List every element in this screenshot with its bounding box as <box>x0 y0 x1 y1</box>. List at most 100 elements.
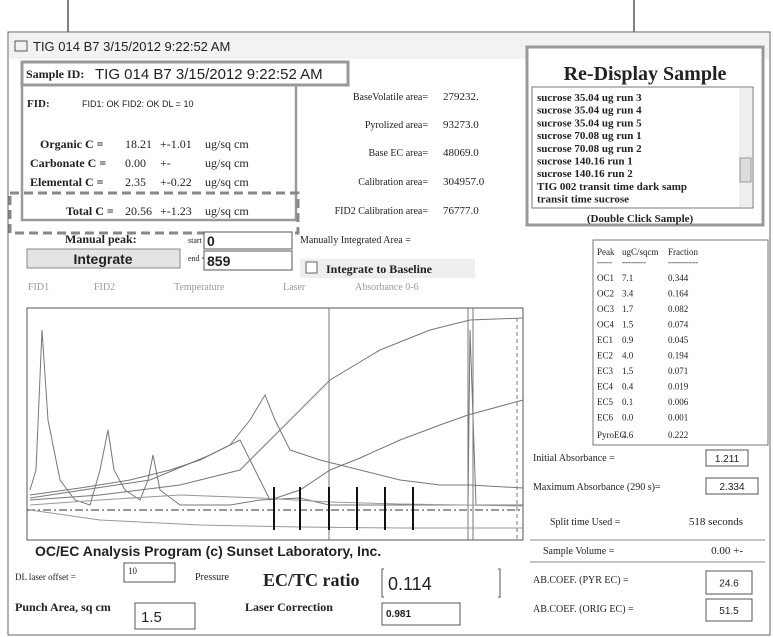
sample-item[interactable]: sucrose 70.08 ug run 2 <box>537 143 642 155</box>
carbon-label: Organic C = <box>40 137 104 151</box>
area-value: 48069.0 <box>443 147 479 159</box>
table-cell: 0.071 <box>668 366 688 376</box>
table-cell: 4.6 <box>622 430 634 440</box>
punch-input[interactable] <box>134 602 196 630</box>
readout-value: 0.00 +- <box>711 545 743 557</box>
table-cell: 0.222 <box>668 430 688 440</box>
trace-legend: Temperature <box>174 282 225 293</box>
ratio-value: 0.114 <box>388 574 432 594</box>
table-cell: 0.0 <box>622 413 634 423</box>
list-hint: (Double Click Sample) <box>587 213 694 225</box>
carbon-error: +- <box>160 156 171 170</box>
readout-box <box>705 598 753 622</box>
manual-area-label: Manually Integrated Area = <box>300 235 411 246</box>
carbon-label: Carbonate C = <box>30 156 106 170</box>
program-credit: OC/EC Analysis Program (c) Sunset Labora… <box>35 543 381 559</box>
area-label: Pyrolized area= <box>365 120 428 131</box>
table-cell: EC2 <box>597 351 613 361</box>
trace-legend: Laser <box>283 282 306 293</box>
carbon-value: 2.35 <box>125 175 146 189</box>
sample-item[interactable]: TIG 002 transit time dark samp <box>537 181 687 193</box>
punch-label: Punch Area, sq cm <box>15 600 111 614</box>
table-cell: 0.074 <box>668 320 689 330</box>
table-cell: 1.5 <box>622 366 634 376</box>
table-cell: EC4 <box>597 382 614 392</box>
carbon-label: Total C = <box>66 204 114 218</box>
laser-value: 0.981 <box>386 609 411 620</box>
trace-legend: FID1 <box>28 282 49 293</box>
scroll-thumb[interactable] <box>739 157 752 183</box>
table-cell: EC6 <box>597 413 614 423</box>
carbon-error: +-0.22 <box>160 175 192 189</box>
area-label: FID2 Calibration area= <box>335 206 429 217</box>
readout-label: Sample Volume = <box>543 546 615 557</box>
readout-value: 51.5 <box>719 606 739 617</box>
start-input[interactable] <box>203 231 293 250</box>
dl-input[interactable] <box>123 562 176 583</box>
table-cell: 4.0 <box>622 351 634 361</box>
table-cell: PyroEC <box>597 430 626 440</box>
sample-item[interactable]: sucrose 70.08 ug run 1 <box>537 130 642 142</box>
ratio-brackets <box>381 568 501 598</box>
window-icon <box>14 40 28 52</box>
baseline-checkbox[interactable] <box>305 261 318 274</box>
area-value: 93273.0 <box>443 119 479 131</box>
table-cell: 0.1 <box>622 397 633 407</box>
carbon-box <box>20 83 298 222</box>
table-cell: OC4 <box>597 320 615 330</box>
scrollbar[interactable] <box>739 88 752 207</box>
carbon-unit: ug/sq cm <box>205 156 249 170</box>
readout-value: 2.334 <box>719 482 744 493</box>
integrate-button[interactable] <box>26 248 181 269</box>
table-cell: ---------- <box>668 257 698 267</box>
trace-legend: Absorbance 0-6 <box>355 282 419 293</box>
sample-list[interactable] <box>531 86 754 209</box>
punch-value: 1.5 <box>141 609 162 626</box>
readout-label: Maximum Absorbance (290 s)= <box>533 482 661 493</box>
readout-label: AB.COEF. (ORIG EC) = <box>533 604 634 615</box>
trace-legend: FID2 <box>94 282 115 293</box>
readout-box <box>705 449 749 467</box>
laser-input[interactable] <box>381 602 461 626</box>
table-cell: 0.344 <box>668 273 689 283</box>
peak-table <box>592 239 769 446</box>
sample-item[interactable]: transit time sucrose <box>537 194 629 206</box>
manual-peak-label: Manual peak: <box>65 232 137 246</box>
table-cell: 7.1 <box>622 273 633 283</box>
table-cell: OC2 <box>597 289 614 299</box>
area-value: 304957.0 <box>443 176 485 188</box>
table-cell: Peak <box>597 247 615 257</box>
sample-value: TIG 014 B7 3/15/2012 9:22:52 AM <box>95 66 323 83</box>
table-cell: -------- <box>622 257 646 267</box>
sample-item[interactable]: sucrose 140.16 run 2 <box>537 168 633 180</box>
area-value: 76777.0 <box>443 205 479 217</box>
readout-label: AB.COEF. (PYR EC) = <box>533 575 629 586</box>
table-cell: 0.194 <box>668 351 689 361</box>
table-cell: EC3 <box>597 366 614 376</box>
table-cell: 0.164 <box>668 289 689 299</box>
area-value: 279232. <box>443 91 479 103</box>
split-markers <box>273 487 414 530</box>
table-cell: OC1 <box>597 273 614 283</box>
table-cell: 3.4 <box>622 289 634 299</box>
sample-item[interactable]: sucrose 35.04 ug run 5 <box>537 117 642 129</box>
baseline-strip <box>300 259 475 278</box>
dl-label: DL laser offset = <box>15 572 76 582</box>
sample-item[interactable]: sucrose 35.04 ug run 4 <box>537 105 642 117</box>
table-cell: 0.001 <box>668 413 688 423</box>
readout-value: 518 seconds <box>689 516 743 528</box>
area-label: Calibration area= <box>358 177 428 188</box>
carbon-value: 20.56 <box>125 204 152 218</box>
readout-box <box>705 570 753 595</box>
fid-label: FID: <box>27 98 50 110</box>
readout-label: Split time Used = <box>550 517 621 528</box>
carbon-value: 0.00 <box>125 156 146 170</box>
end-input[interactable] <box>203 250 293 271</box>
carbon-error: +-1.01 <box>160 137 192 151</box>
sample-item[interactable]: sucrose 140.16 run 1 <box>537 156 633 168</box>
table-cell: 1.7 <box>622 304 634 314</box>
readout-value: 1.211 <box>715 454 740 465</box>
sample-item[interactable]: sucrose 35.04 ug run 3 <box>537 92 642 104</box>
table-cell: 0.019 <box>668 382 689 392</box>
